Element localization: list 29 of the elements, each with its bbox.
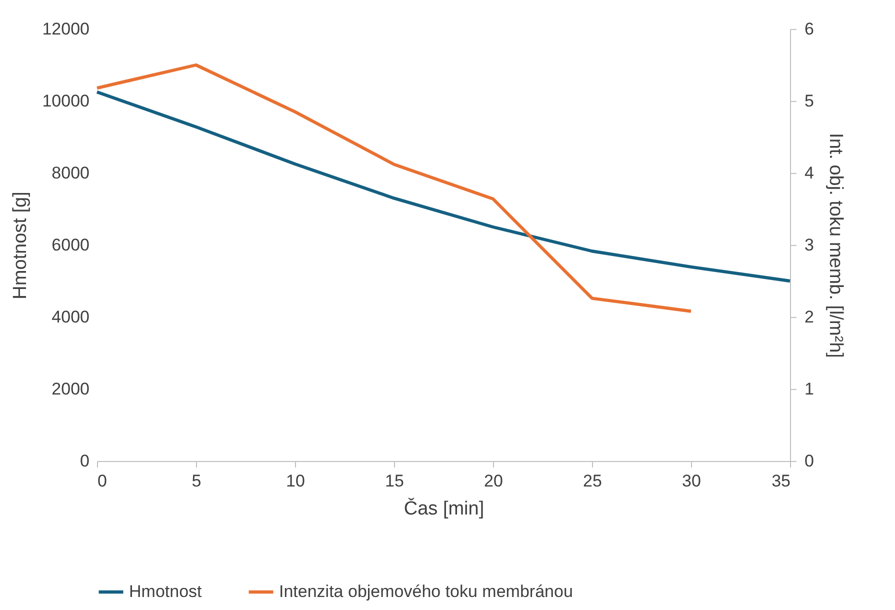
line-series — [95, 90, 792, 283]
x-tick-label: 25 — [583, 472, 602, 490]
y-tick-label: 12000 — [42, 20, 90, 38]
x-tick-label: 35 — [772, 472, 790, 490]
x-tick-label: 20 — [484, 472, 503, 490]
y-tick-label: 4000 — [52, 308, 90, 326]
y-tick-label: 10000 — [42, 92, 90, 110]
y2-tick-label: 2 — [804, 308, 814, 326]
legend-label: Hmotnost — [129, 582, 202, 601]
y-tick-label: 2000 — [52, 380, 90, 398]
y2-axis-title: Int. obj. toku memb. [l/m²h] — [824, 133, 846, 358]
y-axis-title: Hmotnost [g] — [10, 192, 32, 300]
y2-tick-label: 3 — [804, 236, 814, 254]
y-tick-label: 6000 — [52, 236, 90, 254]
x-tick-label: 0 — [98, 472, 107, 490]
x-tick-label: 30 — [682, 472, 701, 490]
y2-tick-label: 4 — [804, 164, 814, 182]
x-axis-title: Čas [min] — [404, 498, 484, 520]
y2-tick-label: 0 — [804, 452, 814, 470]
x-tick-label: 10 — [286, 472, 305, 490]
y-tick-label: 0 — [80, 452, 90, 470]
y2-tick-label: 5 — [804, 92, 814, 110]
line-series — [95, 63, 693, 313]
x-tick-label: 5 — [192, 472, 202, 490]
y2-tick-label: 1 — [804, 380, 814, 398]
y2-tick-label: 6 — [804, 20, 814, 38]
y-tick-label: 8000 — [52, 164, 90, 182]
legend-label: Intenzita objemového toku membránou — [279, 582, 573, 601]
x-tick-label: 15 — [385, 472, 404, 490]
